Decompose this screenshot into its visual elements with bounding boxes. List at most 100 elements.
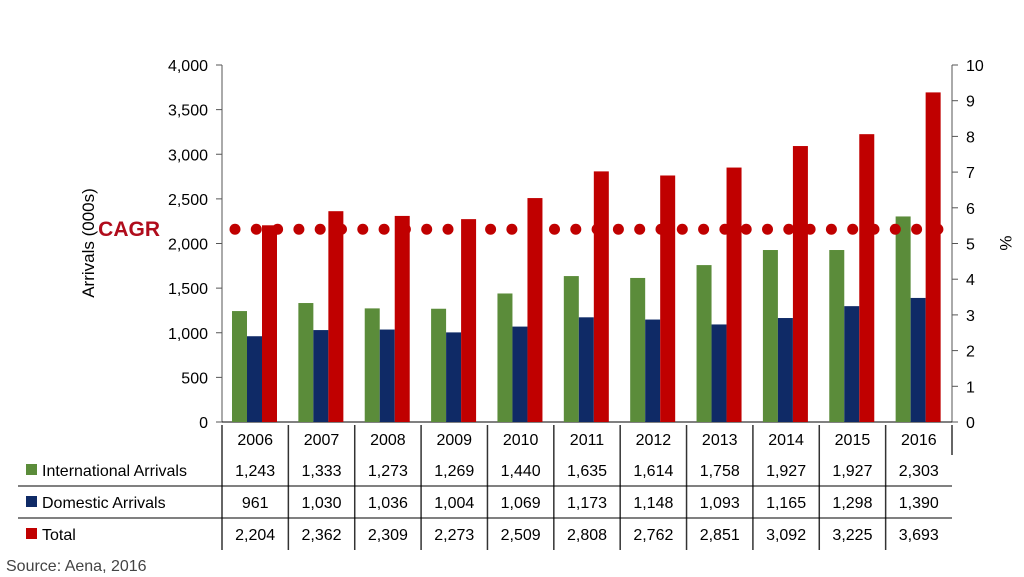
- cagr-dot: [911, 223, 923, 235]
- cagr-dot: [655, 223, 667, 235]
- legend-label: Domestic Arrivals: [42, 495, 166, 512]
- bar-international-arrivals: [895, 216, 911, 422]
- table-year-header: 2006: [237, 432, 273, 449]
- table-cell: 2,303: [899, 463, 939, 480]
- table-cell: 1,927: [766, 463, 806, 480]
- bar-total: [593, 171, 609, 422]
- bar-total: [792, 146, 808, 422]
- table-cell: 2,509: [501, 527, 541, 544]
- bar-domestic-arrivals: [844, 306, 860, 422]
- bar-domestic-arrivals: [512, 326, 528, 422]
- y-tick-label: 3,000: [168, 147, 208, 164]
- table-cell: 1,333: [302, 463, 342, 480]
- bar-domestic-arrivals: [910, 297, 926, 422]
- cagr-dot: [889, 223, 901, 235]
- table-cell: 3,693: [899, 527, 939, 544]
- y-tick-label: 2,500: [168, 192, 208, 209]
- legend-swatch: [26, 464, 37, 475]
- table-cell: 3,225: [832, 527, 872, 544]
- bar-total: [527, 198, 543, 422]
- table-cell: 1,390: [899, 495, 939, 512]
- table-cell: 1,269: [434, 463, 474, 480]
- cagr-dot: [463, 223, 475, 235]
- y-tick-label: 1,000: [168, 326, 208, 343]
- y-axis-title: Arrivals (000s): [79, 188, 98, 298]
- y2-tick-label: 4: [966, 272, 975, 289]
- cagr-dot: [549, 223, 560, 235]
- bar-domestic-arrivals: [711, 324, 727, 422]
- y2-tick-label: 1: [966, 379, 975, 396]
- source-note: Source: Aena, 2016: [6, 558, 147, 575]
- cagr-dot: [293, 223, 305, 235]
- table-cell: 2,851: [700, 527, 740, 544]
- y2-axis-title: %: [996, 235, 1015, 250]
- bar-total: [726, 167, 742, 422]
- table-cell: 1,273: [368, 463, 408, 480]
- y2-tick-label: 5: [966, 237, 975, 254]
- cagr-dot: [847, 223, 859, 235]
- cagr-dot: [272, 223, 284, 235]
- bar-domestic-arrivals: [446, 332, 462, 422]
- table-cell: 1,298: [832, 495, 872, 512]
- table-cell: 2,273: [434, 527, 474, 544]
- cagr-dot: [740, 223, 752, 235]
- cagr-dot: [570, 223, 582, 235]
- table-cell: 2,362: [302, 527, 342, 544]
- bar-total: [925, 92, 941, 422]
- bar-international-arrivals: [563, 276, 579, 422]
- legend-swatch: [26, 496, 37, 507]
- bar-total: [394, 215, 410, 422]
- y2-tick-label: 6: [966, 201, 975, 218]
- y2-tick-label: 10: [966, 58, 984, 75]
- cagr-dot: [442, 223, 454, 235]
- y2-tick-label: 8: [966, 129, 975, 146]
- table-year-header: 2012: [636, 432, 672, 449]
- bar-total: [262, 225, 277, 422]
- cagr-dot: [314, 223, 326, 235]
- y2-tick-label: 9: [966, 94, 975, 111]
- bar-domestic-arrivals: [777, 318, 793, 422]
- cagr-dot: [527, 223, 539, 235]
- bar-total: [328, 211, 344, 422]
- y-tick-label: 4,000: [168, 58, 208, 75]
- y-tick-label: 500: [181, 370, 208, 387]
- bar-international-arrivals: [364, 308, 380, 422]
- table-cell: 1,440: [501, 463, 541, 480]
- cagr-dot: [762, 223, 773, 235]
- bar-international-arrivals: [497, 293, 513, 422]
- bar-international-arrivals: [298, 303, 314, 422]
- table-cell: 1,165: [766, 495, 806, 512]
- cagr-dot: [676, 223, 688, 235]
- cagr-dot: [932, 223, 944, 235]
- table-year-header: 2014: [768, 432, 804, 449]
- bar-international-arrivals: [232, 311, 247, 422]
- bar-international-arrivals: [431, 308, 447, 422]
- cagr-dot: [485, 223, 497, 235]
- table-cell: 1,030: [302, 495, 342, 512]
- bar-domestic-arrivals: [645, 319, 661, 422]
- cagr-dot: [357, 223, 369, 235]
- table-year-header: 2016: [901, 432, 937, 449]
- cagr-dot: [719, 223, 731, 235]
- cagr-dot: [229, 223, 241, 235]
- table-cell: 1,173: [567, 495, 607, 512]
- cagr-dot: [783, 223, 795, 235]
- table-cell: 2,808: [567, 527, 607, 544]
- legend-label: Total: [42, 527, 76, 544]
- legend-swatch: [26, 528, 37, 539]
- y-tick-label: 1,500: [168, 281, 208, 298]
- bar-international-arrivals: [762, 250, 778, 422]
- cagr-dot: [612, 223, 624, 235]
- bar-total: [461, 219, 477, 422]
- cagr-dot: [591, 223, 603, 235]
- table-cell: 1,093: [700, 495, 740, 512]
- table-cell: 1,635: [567, 463, 607, 480]
- y2-tick-label: 7: [966, 165, 975, 182]
- bar-international-arrivals: [696, 265, 712, 422]
- table-cell: 1,243: [235, 463, 275, 480]
- y2-tick-label: 3: [966, 308, 975, 325]
- table-cell: 1,148: [633, 495, 673, 512]
- table-cell: 1,069: [501, 495, 541, 512]
